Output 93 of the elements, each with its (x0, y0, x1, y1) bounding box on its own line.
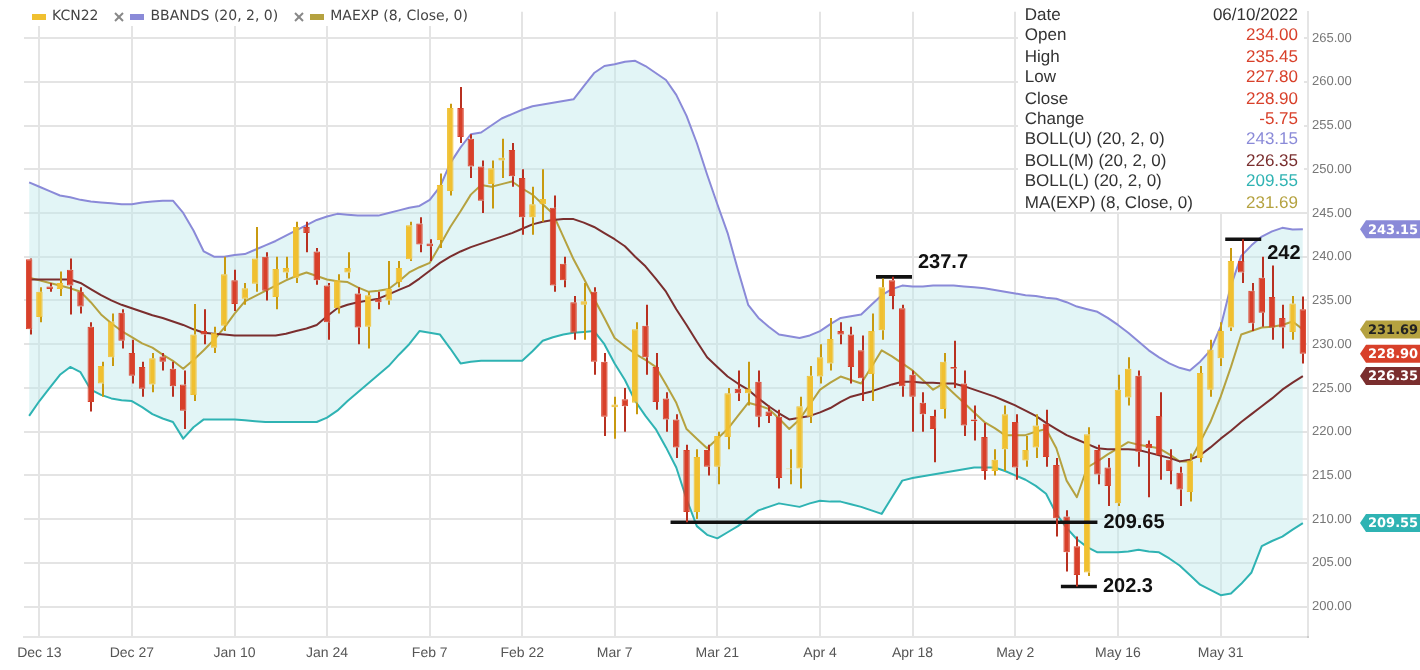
candlestick (765, 404, 772, 424)
annotation: BOLL(L) (20, 2, 0) (1024, 170, 1164, 192)
candlestick (703, 443, 711, 477)
annotation: 243.15 (1244, 128, 1298, 150)
annotation: 234.00 (1244, 24, 1298, 46)
annotation: Low (1024, 66, 1058, 88)
candlestick (467, 133, 475, 179)
candlestick (601, 351, 608, 438)
candlestick (909, 369, 916, 433)
candlestick (1299, 295, 1307, 365)
candlestick (179, 369, 187, 431)
candlestick (138, 360, 146, 398)
annotation: BOLL(U) (20, 2, 0) (1024, 128, 1167, 150)
candlestick (560, 255, 567, 289)
annotation: 202.3 (1102, 575, 1154, 598)
candlestick (673, 413, 680, 459)
candlestick (1289, 295, 1296, 341)
annotation: 231.69 (1244, 191, 1298, 213)
candlestick (1104, 456, 1111, 507)
annotation: 237.7 (917, 252, 969, 275)
candlestick (796, 395, 803, 490)
candlestick (1217, 321, 1224, 368)
candlestick (149, 351, 156, 394)
candlestick (1176, 465, 1183, 507)
candlestick (837, 321, 844, 346)
candlestick (1268, 264, 1276, 341)
candlestick (580, 281, 588, 341)
candlestick (385, 260, 392, 306)
annotation: 06/10/2022 (1212, 4, 1298, 25)
annotation: Date (1024, 4, 1063, 25)
annotation: High (1024, 45, 1062, 67)
candlestick (1135, 369, 1142, 468)
candlestick (344, 251, 351, 280)
candlestick (231, 268, 238, 312)
annotation: 209.55 (1244, 170, 1298, 192)
candlestick (251, 225, 259, 293)
candlestick (724, 386, 731, 451)
candlestick (128, 338, 136, 385)
annotation: 227.80 (1244, 66, 1298, 88)
candlestick (940, 351, 947, 420)
candlestick (210, 325, 218, 354)
candlestick (1053, 456, 1060, 538)
candlestick (981, 421, 988, 481)
candlestick (66, 257, 74, 316)
candlestick (334, 273, 341, 315)
candlestick (1248, 281, 1255, 333)
candlestick (190, 302, 197, 403)
candlestick (683, 443, 690, 524)
annotation: Close (1024, 87, 1071, 109)
candlestick (1094, 443, 1101, 486)
annotation: 242 (1267, 242, 1302, 265)
candlestick (827, 316, 834, 372)
annotation: 226.35 (1244, 149, 1298, 171)
annotation: BOLL(M) (20, 2, 0) (1024, 149, 1169, 171)
annotation: 235.45 (1244, 45, 1298, 67)
candlestick (36, 286, 43, 324)
candlestick (529, 185, 536, 236)
candlestick (549, 194, 557, 293)
candlestick (1022, 435, 1029, 468)
candlestick (488, 159, 495, 210)
candlestick (221, 255, 228, 333)
candlestick (303, 220, 310, 254)
candlestick (621, 386, 629, 433)
candlestick (241, 281, 249, 306)
candlestick (868, 312, 875, 403)
candlestick (272, 255, 279, 311)
candlestick (652, 351, 659, 411)
annotation: 228.90 (1244, 87, 1298, 109)
annotation: MA(EXP) (8, Close, 0) (1024, 191, 1193, 213)
annotation: 209.65 (1103, 511, 1166, 534)
candlestick (816, 343, 824, 385)
candlestick (416, 216, 423, 254)
candlestick (354, 286, 362, 346)
candlestick (1279, 303, 1286, 350)
candlestick (118, 308, 125, 350)
candlestick (200, 308, 207, 346)
candlestick (1012, 413, 1019, 481)
candlestick (857, 334, 865, 403)
candlestick (642, 303, 649, 376)
candlestick (292, 220, 300, 284)
candlestick (570, 295, 577, 341)
candlestick (1207, 338, 1214, 398)
candlestick (1166, 448, 1173, 486)
annotation: Change (1024, 108, 1087, 129)
candlestick (1073, 535, 1081, 588)
candlestick (878, 277, 885, 341)
candlestick (755, 369, 762, 429)
annotation: Open (1024, 24, 1069, 46)
annotation: -5.75 (1257, 108, 1298, 129)
candlestick (457, 86, 464, 144)
candlestick (631, 321, 639, 416)
candlestick (262, 251, 269, 302)
candlestick (77, 286, 84, 315)
